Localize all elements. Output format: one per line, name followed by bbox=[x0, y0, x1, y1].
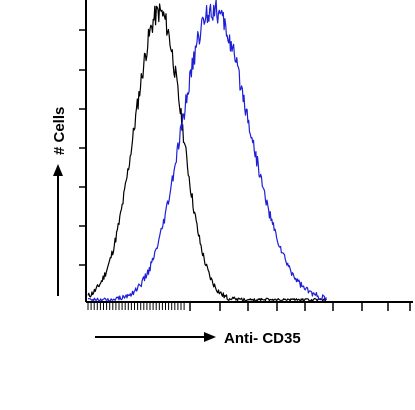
y-axis-label: # Cells bbox=[51, 107, 68, 155]
series-layer bbox=[87, 0, 327, 302]
y-axis-ticks bbox=[79, 29, 86, 266]
y-axis-label-group: # Cells bbox=[51, 107, 68, 296]
series-line-2 bbox=[87, 0, 327, 302]
x-axis-label: Anti- CD35 bbox=[224, 330, 301, 347]
y-axis-arrow-icon bbox=[53, 164, 63, 176]
x-axis-arrow-icon bbox=[204, 332, 216, 342]
series-line-1 bbox=[87, 3, 327, 302]
x-axis-ticks bbox=[87, 302, 411, 311]
x-axis-label-group: Anti- CD35 bbox=[95, 330, 301, 347]
